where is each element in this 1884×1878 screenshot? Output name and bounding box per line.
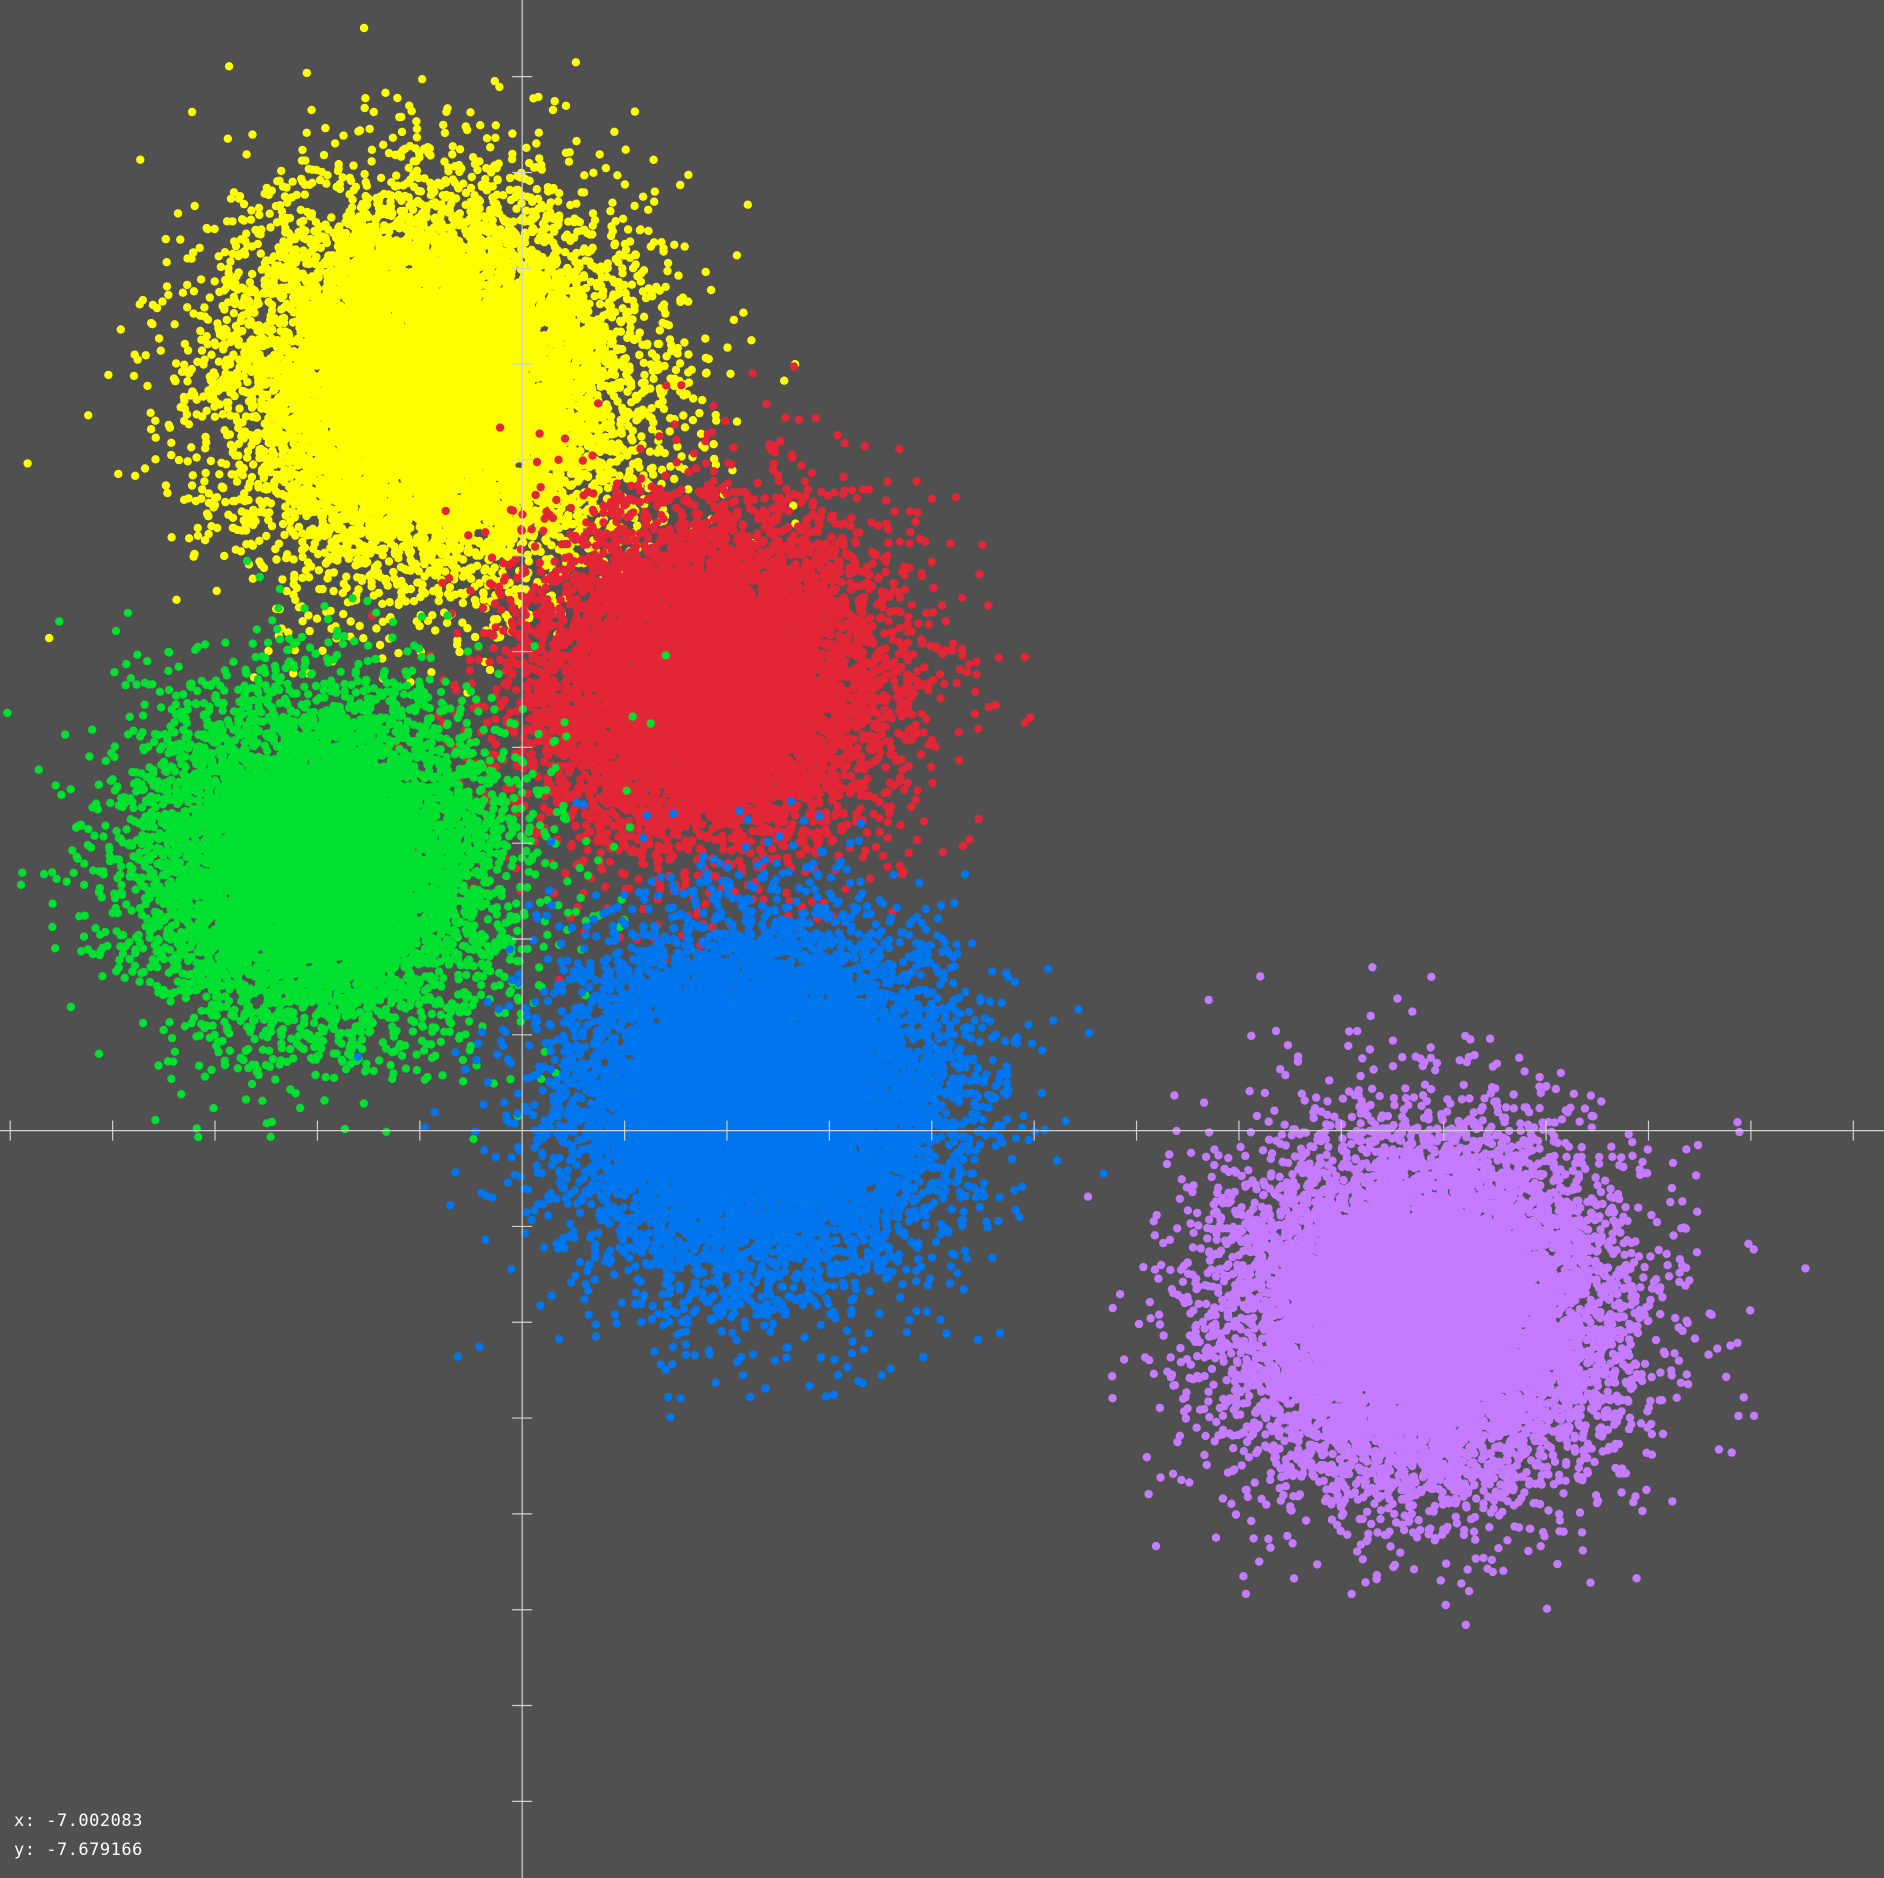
data-point xyxy=(200,477,208,485)
data-point xyxy=(23,459,31,467)
data-point xyxy=(413,125,421,133)
data-point xyxy=(441,129,449,137)
data-point xyxy=(272,555,280,563)
data-point xyxy=(217,263,225,271)
data-point xyxy=(628,281,636,289)
data-point xyxy=(459,599,467,607)
data-point xyxy=(733,417,741,425)
data-point xyxy=(213,587,221,595)
data-point xyxy=(131,472,139,480)
data-point xyxy=(151,417,159,425)
data-point xyxy=(289,555,297,563)
data-point xyxy=(313,615,321,623)
data-point xyxy=(288,178,296,186)
data-point xyxy=(298,146,306,154)
data-point xyxy=(386,598,394,606)
data-point xyxy=(198,346,206,354)
data-point xyxy=(679,411,687,419)
data-point xyxy=(522,144,530,152)
data-point xyxy=(549,106,557,114)
data-point xyxy=(367,157,375,165)
data-point xyxy=(506,174,514,182)
data-point xyxy=(155,334,163,342)
data-point xyxy=(229,524,237,532)
data-point xyxy=(476,121,484,129)
data-point xyxy=(393,94,401,102)
data-point xyxy=(533,185,541,193)
data-point xyxy=(321,124,329,132)
data-point xyxy=(532,139,540,147)
data-point xyxy=(681,423,689,431)
data-point xyxy=(623,388,631,396)
data-point xyxy=(508,129,516,137)
data-point xyxy=(707,286,715,294)
data-point xyxy=(221,498,229,506)
data-point xyxy=(723,343,731,351)
data-point xyxy=(249,575,257,583)
data-point xyxy=(163,282,171,290)
data-point xyxy=(449,142,457,150)
data-point xyxy=(621,180,629,188)
data-point xyxy=(684,350,692,358)
data-point xyxy=(176,235,184,243)
data-point xyxy=(143,382,151,390)
data-point xyxy=(733,251,741,259)
data-point xyxy=(379,141,387,149)
data-point xyxy=(183,303,191,311)
data-point xyxy=(249,460,257,468)
data-point xyxy=(185,534,193,542)
data-point xyxy=(624,225,632,233)
data-point xyxy=(619,215,627,223)
data-point xyxy=(192,453,200,461)
data-point xyxy=(610,128,618,136)
data-point xyxy=(606,207,614,215)
data-point xyxy=(117,325,125,333)
data-point xyxy=(680,338,688,346)
data-point xyxy=(639,193,647,201)
data-point xyxy=(368,146,376,154)
data-point xyxy=(157,347,165,355)
data-point xyxy=(114,470,122,478)
data-point xyxy=(361,104,369,112)
data-point xyxy=(413,133,421,141)
data-point xyxy=(710,440,718,448)
data-point xyxy=(206,293,214,301)
data-point xyxy=(255,204,263,212)
data-point xyxy=(613,171,621,179)
data-point xyxy=(162,235,170,243)
data-point xyxy=(191,202,199,210)
data-point xyxy=(45,634,53,642)
data-point xyxy=(171,320,179,328)
data-point xyxy=(104,371,112,379)
data-point xyxy=(175,456,183,464)
data-point xyxy=(298,156,306,164)
data-point xyxy=(141,464,149,472)
data-point xyxy=(247,206,255,214)
data-point xyxy=(650,198,658,206)
data-point xyxy=(646,448,654,456)
data-point xyxy=(739,309,747,317)
data-point xyxy=(217,459,225,467)
data-point xyxy=(223,316,231,324)
data-point xyxy=(640,313,648,321)
data-point xyxy=(163,258,171,266)
